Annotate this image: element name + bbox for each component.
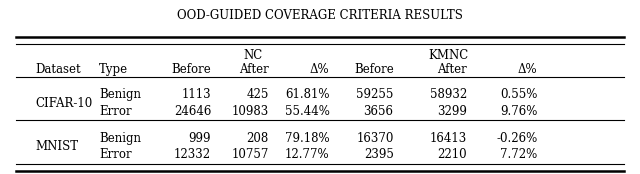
Text: Error: Error bbox=[99, 105, 132, 118]
Text: Dataset: Dataset bbox=[35, 63, 81, 76]
Text: KMNC: KMNC bbox=[428, 49, 468, 62]
Text: 16370: 16370 bbox=[356, 132, 394, 145]
Text: Benign: Benign bbox=[99, 132, 141, 145]
Text: 2395: 2395 bbox=[364, 148, 394, 161]
Text: 61.81%: 61.81% bbox=[285, 88, 330, 101]
Text: NC: NC bbox=[243, 49, 262, 62]
Text: Δ%: Δ% bbox=[310, 63, 330, 76]
Text: 12332: 12332 bbox=[174, 148, 211, 161]
Text: 12.77%: 12.77% bbox=[285, 148, 330, 161]
Text: 425: 425 bbox=[246, 88, 269, 101]
Text: 1113: 1113 bbox=[182, 88, 211, 101]
Text: 79.18%: 79.18% bbox=[285, 132, 330, 145]
Text: 16413: 16413 bbox=[430, 132, 467, 145]
Text: 24646: 24646 bbox=[174, 105, 211, 118]
Text: 59255: 59255 bbox=[356, 88, 394, 101]
Text: After: After bbox=[239, 63, 269, 76]
Text: CIFAR-10: CIFAR-10 bbox=[35, 97, 92, 109]
Text: Δ%: Δ% bbox=[518, 63, 538, 76]
Text: 208: 208 bbox=[246, 132, 269, 145]
Text: 58932: 58932 bbox=[430, 88, 467, 101]
Text: -0.26%: -0.26% bbox=[497, 132, 538, 145]
Text: 9.76%: 9.76% bbox=[500, 105, 538, 118]
Text: 999: 999 bbox=[189, 132, 211, 145]
Text: Benign: Benign bbox=[99, 88, 141, 101]
Text: 2210: 2210 bbox=[438, 148, 467, 161]
Text: 10757: 10757 bbox=[232, 148, 269, 161]
Text: 0.55%: 0.55% bbox=[500, 88, 538, 101]
Text: 7.72%: 7.72% bbox=[500, 148, 538, 161]
Text: 3299: 3299 bbox=[437, 105, 467, 118]
Text: Before: Before bbox=[172, 63, 211, 76]
Text: Error: Error bbox=[99, 148, 132, 161]
Text: 55.44%: 55.44% bbox=[285, 105, 330, 118]
Text: Type: Type bbox=[99, 63, 129, 76]
Text: After: After bbox=[438, 63, 467, 76]
Text: MNIST: MNIST bbox=[35, 140, 78, 153]
Text: 3656: 3656 bbox=[364, 105, 394, 118]
Text: 10983: 10983 bbox=[232, 105, 269, 118]
Text: OOD-GUIDED COVERAGE CRITERIA RESULTS: OOD-GUIDED COVERAGE CRITERIA RESULTS bbox=[177, 9, 463, 22]
Text: Before: Before bbox=[354, 63, 394, 76]
